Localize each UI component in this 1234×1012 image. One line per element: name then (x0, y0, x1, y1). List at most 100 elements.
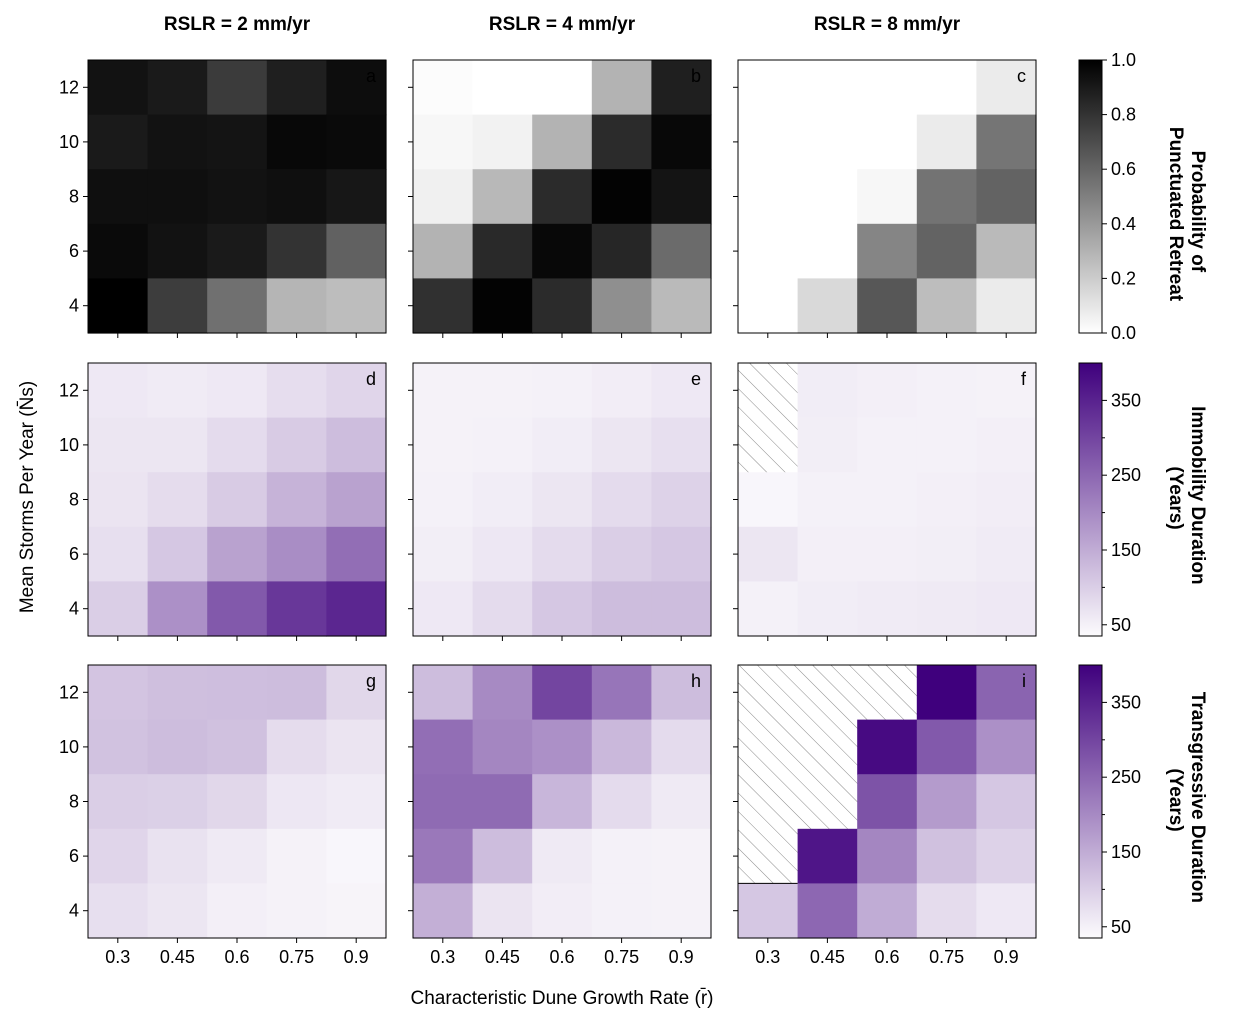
panel-label-f: f (1021, 369, 1027, 389)
y-tick-label-a-4: 4 (69, 296, 79, 316)
heatmap-cell-a-r0-c0 (88, 60, 149, 116)
heatmap-cell-b-r0-c2 (532, 60, 593, 116)
heatmap-cell-b-r4-c3 (591, 278, 652, 334)
heatmap-cell-f-r4-c4 (976, 581, 1037, 637)
heatmap-cell-g-r0-c2 (207, 665, 268, 721)
heatmap-cell-d-r0-c0 (88, 363, 149, 419)
heatmap-cell-g-r2-c1 (147, 774, 208, 830)
column-title-rslr-8: RSLR = 8 mm/yr (814, 14, 961, 35)
colorbar-immobility-tick-label-50: 50 (1111, 615, 1131, 635)
colorbar-probability-gradient (1078, 59, 1103, 334)
heatmap-cell-c-r2-c4 (976, 169, 1037, 225)
x-tick-label-g-0.6: 0.6 (224, 947, 249, 967)
heatmap-cell-i-r4-c2 (857, 883, 918, 939)
x-tick-label-g-0.75: 0.75 (279, 947, 314, 967)
heatmap-cell-e-r2-c0 (413, 472, 474, 528)
heatmap-cell-c-r0-c3 (916, 60, 977, 116)
heatmap-cell-f-r3-c1 (797, 526, 858, 582)
colorbar-probability-tick-label-0.8: 0.8 (1111, 105, 1136, 125)
heatmap-cell-d-r1-c0 (88, 417, 149, 473)
heatmap-cell-h-r1-c3 (591, 719, 652, 775)
heatmap-cell-d-r0-c4 (326, 363, 387, 419)
panel-label-a: a (366, 66, 377, 86)
heatmap-cell-b-r3-c1 (472, 223, 533, 279)
x-tick-label-g-0.45: 0.45 (160, 947, 195, 967)
heatmap-cell-c-r1-c3 (916, 114, 977, 170)
heatmap-cell-i-r2-c4 (976, 774, 1037, 830)
heatmap-cell-e-r1-c0 (413, 417, 474, 473)
x-tick-label-g-0.3: 0.3 (105, 947, 130, 967)
colorbar-transgressive-tick-label-50: 50 (1111, 917, 1131, 937)
heatmap-cell-f-r1-c1 (797, 417, 858, 473)
panel-label-d: d (366, 369, 376, 389)
heatmap-cell-g-r2-c2 (207, 774, 268, 830)
heatmap-cell-g-r4-c4 (326, 883, 387, 939)
heatmap-cell-b-r1-c3 (591, 114, 652, 170)
heatmap-cell-d-r4-c0 (88, 581, 149, 637)
heatmap-cell-c-r4-c2 (857, 278, 918, 334)
heatmap-cell-b-r2-c2 (532, 169, 593, 225)
heatmap-cell-e-r0-c0 (413, 363, 474, 419)
heatmap-cell-e-r2-c3 (591, 472, 652, 528)
heatmap-cell-i-r4-c1 (797, 883, 858, 939)
heatmap-cell-i-r1-c3 (916, 719, 977, 775)
heatmap-cell-b-r1-c4 (651, 114, 712, 170)
heatmap-cell-g-r0-c1 (147, 665, 208, 721)
heatmap-cell-e-r2-c2 (532, 472, 593, 528)
colorbar-label-immobility-line1: Immobility Duration (1187, 406, 1208, 584)
heatmap-cell-d-r0-c2 (207, 363, 268, 419)
y-tick-label-d-12: 12 (59, 380, 79, 400)
heatmap-cell-d-r2-c4 (326, 472, 387, 528)
heatmap-cell-g-r4-c1 (147, 883, 208, 939)
heatmap-cell-a-r3-c0 (88, 223, 149, 279)
y-tick-label-d-4: 4 (69, 599, 79, 619)
column-title-rslr-4: RSLR = 4 mm/yr (489, 14, 636, 35)
colorbar-transgressive-tick-label-150: 150 (1111, 842, 1141, 862)
panel-e: e (408, 362, 712, 641)
heatmap-cell-d-r2-c3 (266, 472, 327, 528)
heatmap-cell-b-r4-c1 (472, 278, 533, 334)
heatmap-cell-f-r4-c1 (797, 581, 858, 637)
heatmap-cell-c-r4-c4 (976, 278, 1037, 334)
heatmap-cell-c-r2-c2 (857, 169, 918, 225)
heatmap-cell-e-r0-c3 (591, 363, 652, 419)
x-tick-label-i-0.75: 0.75 (929, 947, 964, 967)
y-tick-label-g-4: 4 (69, 901, 79, 921)
colorbar-probability-tick-label-0.0: 0.0 (1111, 323, 1136, 343)
heatmap-cell-f-r0-c3 (916, 363, 977, 419)
heatmap-cell-d-r1-c3 (266, 417, 327, 473)
heatmap-cell-a-r1-c3 (266, 114, 327, 170)
y-tick-label-a-10: 10 (59, 132, 79, 152)
heatmap-cell-h-r1-c2 (532, 719, 593, 775)
panel-label-b: b (691, 66, 701, 86)
heatmap-cell-a-r0-c4 (326, 60, 387, 116)
heatmap-cell-h-r2-c0 (413, 774, 474, 830)
x-tick-label-i-0.9: 0.9 (994, 947, 1019, 967)
heatmap-cell-b-r4-c0 (413, 278, 474, 334)
heatmap-cell-f-r4-c0 (738, 581, 799, 637)
heatmap-cell-h-r3-c1 (472, 828, 533, 884)
heatmap-cell-f-r1-c4 (976, 417, 1037, 473)
heatmap-cell-e-r3-c3 (591, 526, 652, 582)
heatmap-cell-a-r1-c1 (147, 114, 208, 170)
column-title-rslr-2: RSLR = 2 mm/yr (164, 14, 311, 35)
heatmap-cell-b-r2-c3 (591, 169, 652, 225)
heatmap-cell-i-r3-c3 (916, 828, 977, 884)
heatmap-cell-e-r3-c0 (413, 526, 474, 582)
x-tick-label-h-0.75: 0.75 (604, 947, 639, 967)
heatmap-cell-e-r3-c1 (472, 526, 533, 582)
heatmap-cell-f-r2-c1 (797, 472, 858, 528)
heatmap-cell-i-r3-c1 (797, 828, 858, 884)
heatmap-cell-a-r3-c4 (326, 223, 387, 279)
heatmap-cell-g-r2-c3 (266, 774, 327, 830)
heatmap-cell-h-r1-c1 (472, 719, 533, 775)
y-tick-label-g-12: 12 (59, 682, 79, 702)
heatmap-cell-f-r2-c2 (857, 472, 918, 528)
heatmap-cell-a-r2-c1 (147, 169, 208, 225)
heatmap-cell-i-r3-c4 (976, 828, 1037, 884)
heatmap-cell-e-r0-c2 (532, 363, 593, 419)
heatmap-cell-g-r4-c0 (88, 883, 149, 939)
heatmap-cell-b-r2-c4 (651, 169, 712, 225)
heatmap-cell-g-r2-c4 (326, 774, 387, 830)
heatmap-cell-e-r4-c2 (532, 581, 593, 637)
